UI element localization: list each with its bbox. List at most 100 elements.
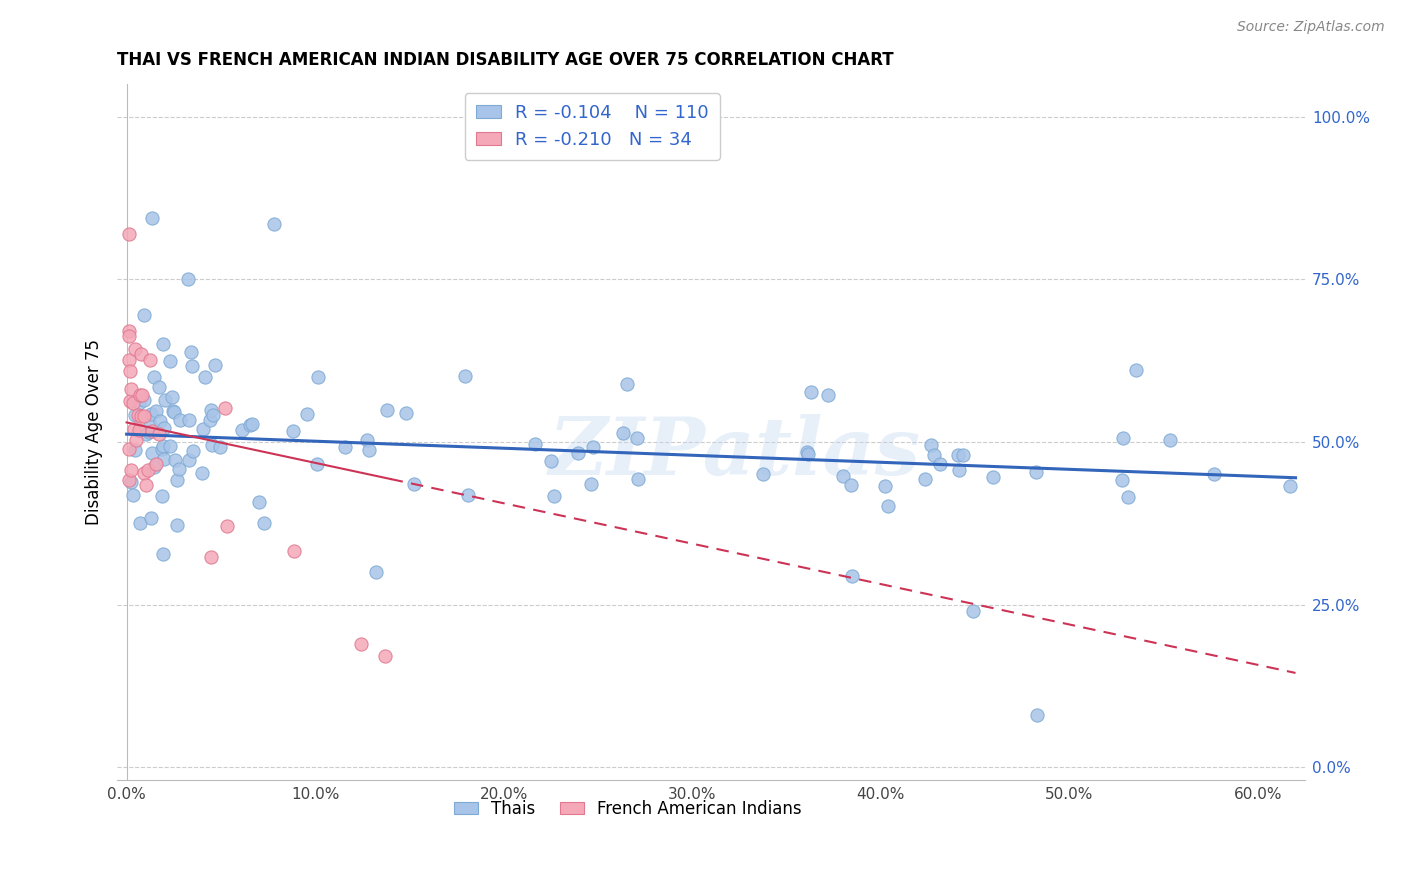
Point [928, 458, 950, 472]
Point [200, 403, 222, 417]
Point [176, 272, 198, 286]
Point [875, 479, 897, 493]
Point [135, 478, 157, 492]
Point [159, 439, 181, 453]
Point [922, 448, 945, 462]
Point [120, 463, 142, 477]
Point [141, 445, 163, 459]
Point [148, 380, 170, 394]
Point [150, 442, 173, 456]
Point [582, 440, 605, 454]
Point [356, 434, 378, 448]
Point [333, 440, 356, 454]
Text: ZIPatlas: ZIPatlas [548, 415, 921, 491]
Point [350, 636, 373, 650]
Point [612, 425, 634, 440]
Point [149, 414, 172, 428]
Point [127, 408, 149, 422]
Point [122, 422, 145, 436]
Point [201, 408, 224, 422]
Point [797, 447, 820, 461]
Point [118, 473, 141, 487]
Point [1202, 467, 1225, 481]
Point [214, 401, 236, 415]
Point [524, 437, 547, 451]
Point [581, 476, 603, 491]
Point [1112, 431, 1135, 445]
Point [162, 404, 184, 418]
Point [920, 438, 942, 452]
Point [118, 394, 141, 409]
Point [139, 511, 162, 525]
Point [567, 446, 589, 460]
Point [120, 475, 142, 489]
Point [914, 472, 936, 486]
Point [145, 458, 167, 472]
Point [153, 392, 176, 407]
Point [132, 308, 155, 322]
Point [122, 487, 145, 501]
Point [1279, 479, 1302, 493]
Point [128, 388, 150, 402]
Point [295, 407, 318, 421]
Point [118, 329, 141, 343]
Point [132, 467, 155, 481]
Point [118, 353, 141, 368]
Point [364, 565, 387, 579]
Point [454, 368, 477, 383]
Point [167, 461, 190, 475]
Point [217, 519, 239, 533]
Point [752, 467, 775, 482]
Point [153, 451, 176, 466]
Text: Source: ZipAtlas.com: Source: ZipAtlas.com [1237, 20, 1385, 34]
Point [166, 517, 188, 532]
Point [128, 396, 150, 410]
Point [141, 424, 163, 438]
Point [138, 417, 160, 432]
Point [124, 342, 146, 356]
Point [831, 468, 853, 483]
Point [181, 443, 204, 458]
Y-axis label: Disability Age Over 75: Disability Age Over 75 [86, 339, 103, 525]
Point [131, 388, 153, 402]
Point [1159, 434, 1181, 448]
Point [359, 443, 381, 458]
Point [981, 470, 1004, 484]
Point [1125, 363, 1147, 377]
Point [543, 489, 565, 503]
Point [150, 489, 173, 503]
Text: THAI VS FRENCH AMERICAN INDIAN DISABILITY AGE OVER 75 CORRELATION CHART: THAI VS FRENCH AMERICAN INDIAN DISABILIT… [117, 51, 894, 69]
Point [395, 405, 418, 419]
Point [141, 407, 163, 421]
Point [194, 370, 217, 384]
Point [201, 438, 224, 452]
Point [626, 431, 648, 445]
Point [191, 422, 214, 436]
Point [962, 605, 984, 619]
Point [877, 499, 900, 513]
Point [122, 396, 145, 410]
Point [1025, 465, 1047, 479]
Point [131, 409, 153, 424]
Point [952, 448, 974, 462]
Point [796, 444, 818, 458]
Point [800, 384, 823, 399]
Point [118, 364, 141, 378]
Point [375, 403, 398, 417]
Point [817, 388, 839, 402]
Point [231, 423, 253, 437]
Point [948, 448, 970, 462]
Point [152, 337, 174, 351]
Point [148, 426, 170, 441]
Point [374, 649, 396, 664]
Point [124, 442, 146, 457]
Point [138, 425, 160, 439]
Point [125, 434, 148, 448]
Point [247, 494, 270, 508]
Point [177, 413, 200, 427]
Point [169, 412, 191, 426]
Point [152, 439, 174, 453]
Point [180, 345, 202, 359]
Point [117, 227, 139, 241]
Point [204, 358, 226, 372]
